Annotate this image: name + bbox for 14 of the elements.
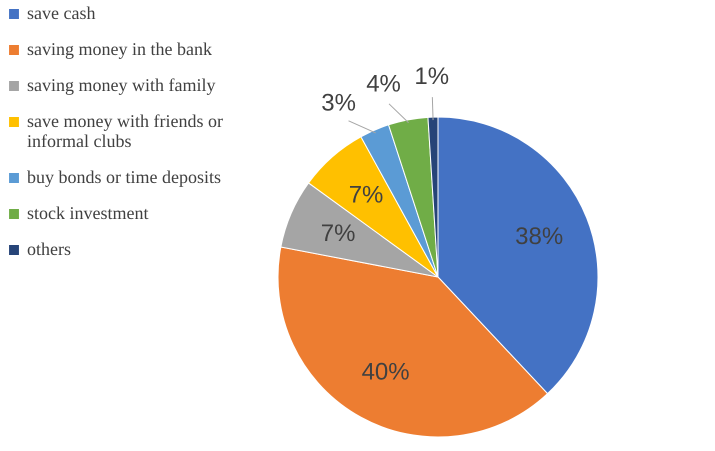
legend-label: buy bonds or time deposits	[27, 167, 221, 187]
data-label: 3%	[321, 89, 356, 116]
data-label: 7%	[348, 181, 384, 208]
legend-label: saving money in the bank	[27, 39, 212, 59]
legend-label: stock investment	[27, 203, 148, 223]
legend-label: save cash	[27, 3, 96, 23]
data-label: 40%	[362, 358, 410, 386]
legend-label: saving money with family	[27, 75, 216, 95]
data-label: 7%	[320, 220, 356, 247]
data-label: 38%	[515, 222, 564, 250]
legend-label: save money with friends or informal clubs	[27, 111, 223, 151]
data-label: 4%	[366, 70, 401, 98]
data-label: 1%	[414, 63, 450, 90]
legend-label: others	[27, 239, 71, 259]
